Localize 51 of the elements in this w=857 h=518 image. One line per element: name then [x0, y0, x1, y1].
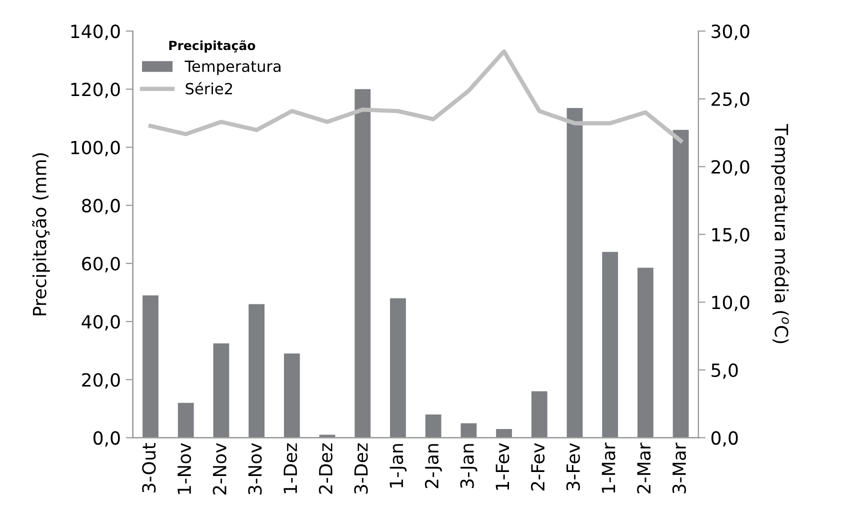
- y-tick-label: 60,0: [82, 256, 120, 272]
- y-tick-label: 140,0: [71, 24, 120, 40]
- x-tick-label: 3-Nov: [248, 443, 262, 494]
- y-tick-label: 0,0: [94, 431, 120, 447]
- y-tick-label: 100,0: [71, 140, 120, 156]
- x-tick-label: 2-Fev: [530, 443, 545, 490]
- bar: [637, 268, 654, 438]
- y-tick-label: 20,0: [82, 373, 120, 389]
- x-tick-label: 3-Mar: [672, 442, 686, 494]
- y2-axis-title: Temperatura média ($^{o}$C): [771, 124, 790, 344]
- y2-tick-label: 10,0: [712, 296, 750, 312]
- y2-tick-label: 30,0: [712, 24, 750, 40]
- x-tick-label: 2-Mar: [637, 442, 651, 494]
- bar: [178, 402, 194, 438]
- x-tick-label: 1-Dez: [284, 443, 298, 494]
- bar: [213, 343, 230, 438]
- x-tick-label: 3-Fev: [566, 443, 580, 490]
- legend-title: Precipitação: [169, 40, 256, 53]
- legend-label: Temperatura: [184, 60, 280, 75]
- y2-tick-label: 0,0: [711, 431, 738, 447]
- y-tick-label: 120,0: [71, 82, 120, 98]
- y-tick-label: 80,0: [82, 198, 120, 214]
- y2-tick-label: 15,0: [712, 228, 750, 244]
- y-axis-title: Precipitação (mm): [32, 153, 50, 316]
- x-tick-label: 1-Jan: [390, 444, 407, 488]
- bar: [284, 353, 300, 438]
- bar: [425, 414, 442, 438]
- legend-label: Série2: [186, 82, 232, 94]
- bar: [602, 252, 618, 438]
- y2-tick-label: 20,0: [712, 160, 750, 176]
- x-tick-label: 3-Jan: [460, 444, 478, 488]
- bar: [354, 89, 371, 438]
- bar: [496, 428, 512, 438]
- x-tick-label: 3-Dez: [354, 443, 368, 494]
- x-tick-label: 2-Dez: [318, 443, 333, 494]
- y2-tick-label: 5,0: [712, 363, 738, 379]
- x-tick-label: 2-Nov: [212, 443, 226, 494]
- bar: [248, 304, 265, 438]
- y-tick-label: 40,0: [82, 314, 120, 330]
- x-tick-label: 1-Nov: [178, 443, 192, 494]
- bar: [390, 298, 406, 438]
- bar: [460, 423, 477, 438]
- bar: [566, 108, 583, 438]
- bar: [672, 130, 689, 438]
- x-tick-label: 3-Out: [142, 443, 156, 492]
- x-tick-label: 1-Fev: [496, 443, 510, 490]
- bar: [531, 391, 548, 438]
- y2-tick-label: 25,0: [712, 92, 750, 108]
- bar: [142, 295, 158, 438]
- x-tick-label: 1-Mar: [602, 442, 616, 493]
- x-tick-label: 2-Jan: [424, 444, 442, 488]
